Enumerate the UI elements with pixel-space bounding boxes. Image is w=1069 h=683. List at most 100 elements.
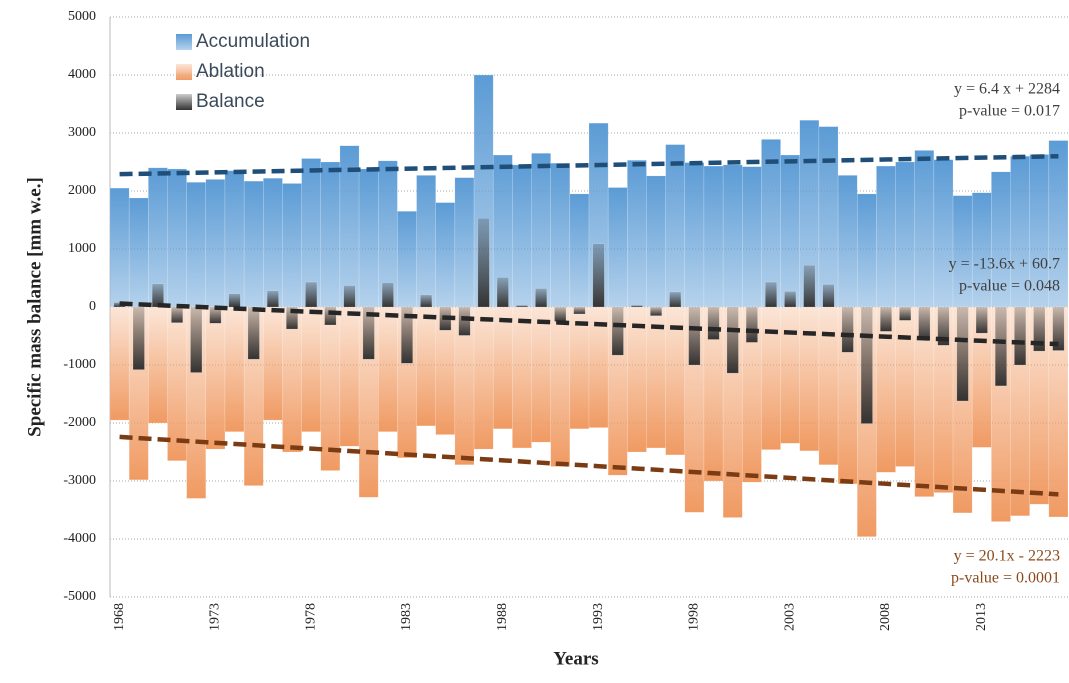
legend-label: Accumulation [196,31,310,52]
bar [535,288,548,308]
bar [607,187,628,308]
x-tick-label: 1983 [399,603,414,631]
bar [531,153,551,308]
bar [343,285,356,308]
y-tick-label: -2000 [63,415,96,430]
bar [400,306,413,364]
trend-equation: y = 20.1x - 2223 [954,548,1060,565]
legend-swatch [176,64,192,80]
bar [876,165,896,308]
legend-label: Balance [196,91,265,112]
y-tick-label: 1000 [68,241,96,256]
trend-line [119,153,1059,177]
bar [707,306,720,340]
y-axis-title: Specific mass balance [mm w.e.] [24,177,45,437]
bar [1052,306,1065,351]
bar [190,306,203,373]
y-tick-label: 4000 [68,67,96,82]
bar [128,197,149,308]
y-tick-label: 0 [89,299,96,314]
x-tick-label: 2008 [878,603,893,631]
bar [492,306,513,430]
bar [228,293,241,308]
x-tick-label: 1993 [591,603,606,631]
bar [650,306,663,316]
bar [377,306,398,432]
trend-equation: y = 6.4 x + 2284 [954,81,1060,98]
bar [512,164,532,308]
bar [186,182,207,308]
bar [243,180,264,308]
trend-p-value: p-value = 0.0001 [951,570,1060,587]
x-tick-label: 1998 [687,603,702,631]
bar [879,306,892,332]
y-tick-label: -4000 [63,531,96,546]
y-tick-label: 2000 [68,183,96,198]
x-tick-label: 1978 [303,603,318,631]
bar [818,306,839,466]
bar [895,161,915,308]
bar [224,306,245,432]
bar [573,306,586,315]
bar [362,306,375,360]
bar [301,306,322,432]
y-tick-label: 5000 [68,9,96,24]
bar [286,306,299,330]
bar [167,306,187,461]
bar [167,168,187,308]
x-tick-label: 1973 [208,603,223,631]
bar [722,164,743,308]
bar [780,154,801,308]
bar [860,306,873,424]
bar [416,306,436,427]
bar [416,175,436,308]
bar [895,306,915,467]
bar [956,306,969,402]
bar [780,306,801,444]
x-tick-label: 1968 [112,603,127,631]
bar [515,305,528,308]
bar [994,306,1007,387]
bar [914,150,935,308]
trend-line [119,434,1059,497]
bar [531,306,551,443]
bar [975,306,988,334]
bar [263,177,283,308]
bar [263,306,283,421]
bar [1033,306,1046,352]
bar [569,193,590,308]
bar [703,165,724,308]
bar [477,218,490,308]
bar [1014,306,1027,366]
bar [550,306,571,467]
bar [803,264,816,308]
bar [937,306,950,346]
x-tick-label: 2003 [782,603,797,631]
bar [266,290,279,308]
bar [742,166,762,308]
bar [171,306,184,323]
bar [627,306,647,453]
bar [512,306,532,449]
bar [554,306,567,322]
bar [837,175,858,308]
bar [876,306,896,473]
bar [454,177,475,308]
bar [765,281,778,308]
bar [458,306,471,336]
bar [305,281,318,308]
bar [473,306,494,450]
bar [899,306,912,321]
bar [205,306,226,450]
bar [397,211,417,308]
y-tick-label: -1000 [63,357,96,372]
legend-label: Ablation [196,61,265,82]
bar [646,175,666,308]
bar [745,306,758,343]
bar [282,183,302,308]
bar [784,291,797,308]
bar [420,294,433,308]
bar [339,306,360,447]
x-axis-title: Years [553,648,598,669]
